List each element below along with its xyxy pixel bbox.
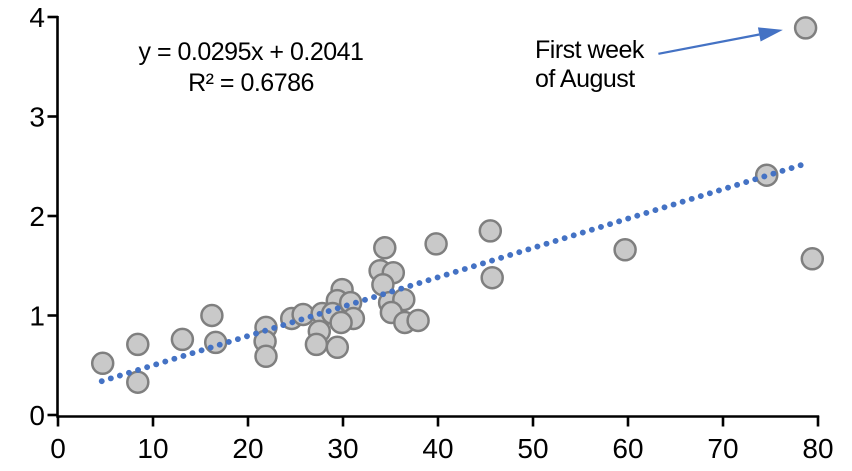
x-tick-label: 60 [612, 433, 643, 464]
x-tick-label: 50 [517, 433, 548, 464]
trendline-equation-block: y = 0.0295x + 0.2041 R² = 0.6786 [120, 37, 382, 99]
data-point [800, 247, 825, 271]
x-tick-label: 40 [422, 433, 453, 464]
annotation-arrow-line [658, 33, 760, 55]
data-point [126, 332, 150, 357]
data-point [406, 308, 430, 333]
data-point [793, 16, 818, 40]
x-tick-label: 20 [232, 433, 263, 464]
data-point [203, 330, 228, 355]
x-tick-label: 0 [50, 433, 66, 464]
data-point [613, 238, 637, 262]
annotation-line-2: of August [535, 65, 635, 93]
y-tick-label: 2 [29, 201, 45, 232]
y-tick-label: 1 [29, 301, 45, 332]
data-point [304, 332, 329, 357]
data-point [329, 310, 353, 335]
annotation-line-1: First week [535, 36, 644, 64]
data-point [478, 219, 503, 243]
trendline [98, 159, 812, 385]
x-tick-label: 10 [137, 433, 168, 464]
data-point [480, 265, 504, 290]
x-tick-label: 70 [707, 433, 738, 464]
data-point [200, 303, 224, 328]
annotation-arrow-head [757, 27, 783, 42]
trendline-equation: y = 0.0295x + 0.2041 [138, 38, 364, 66]
x-tick-label: 30 [327, 433, 358, 464]
data-point [254, 344, 278, 369]
x-tick-label: 80 [802, 433, 833, 464]
data-point [170, 327, 195, 352]
data-point [424, 232, 448, 256]
y-tick-label: 4 [29, 2, 45, 33]
data-point [373, 236, 397, 260]
data-point [90, 351, 115, 376]
data-point [325, 335, 350, 360]
trendline-r-squared: R² = 0.6786 [188, 69, 314, 97]
y-tick-label: 3 [29, 102, 45, 133]
y-tick-label: 0 [29, 400, 45, 431]
annotation-first-week-of-august: First week of August [535, 36, 644, 94]
